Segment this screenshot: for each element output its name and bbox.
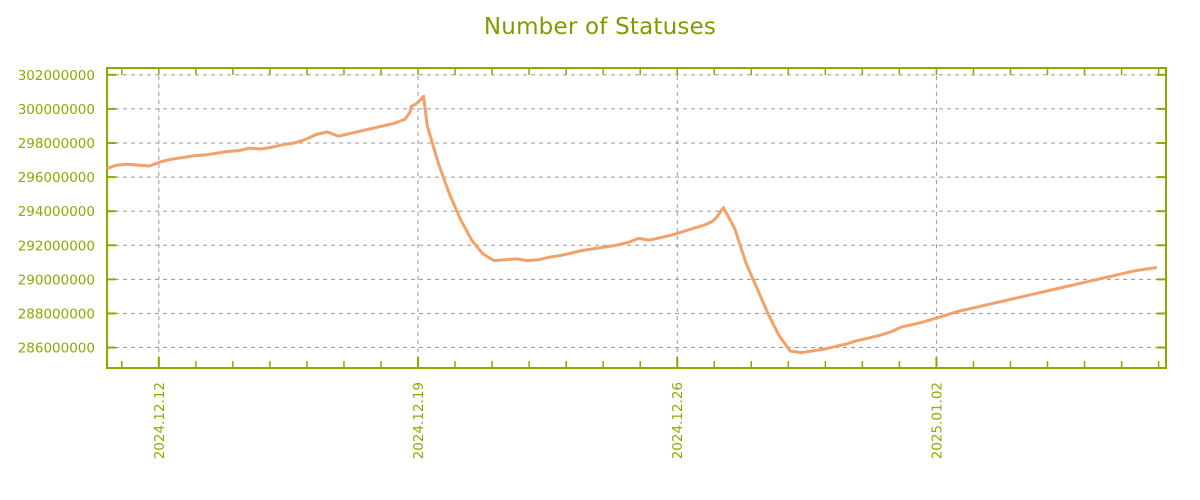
axis-ticks [107, 68, 1166, 368]
y-axis-tick-label: 290000000 [18, 272, 95, 288]
x-axis-tick-label: 2024.12.26 [670, 382, 686, 459]
y-axis-tick-label: 292000000 [18, 238, 95, 254]
x-axis-tick-label: 2024.12.19 [411, 382, 427, 459]
y-axis-tick-label: 286000000 [18, 341, 95, 357]
x-axis-tick-label: 2025.01.02 [929, 382, 945, 459]
y-axis-tick-label: 288000000 [18, 306, 95, 322]
y-axis-tick-label: 298000000 [18, 136, 95, 152]
chart-title: Number of Statuses [483, 14, 717, 40]
y-axis-tick-label: 296000000 [18, 170, 95, 186]
y-axis-tick-label: 294000000 [18, 204, 95, 220]
y-axis-labels: 302000000 300000000 298000000 296000000 2940… [18, 68, 95, 357]
data-series-line-0 [106, 94, 1157, 355]
plot-area-border [106, 67, 1167, 369]
y-axis-tick-label: 300000000 [18, 102, 95, 118]
x-axis-labels: 2024.12.12 2024.12.19 2024.12.26 2025.01.02 [152, 382, 946, 459]
x-axis-tick-label: 2024.12.12 [152, 382, 168, 459]
gridlines [107, 68, 1166, 368]
y-axis-tick-label: 302000000 [18, 68, 95, 84]
data-series [106, 94, 1157, 355]
